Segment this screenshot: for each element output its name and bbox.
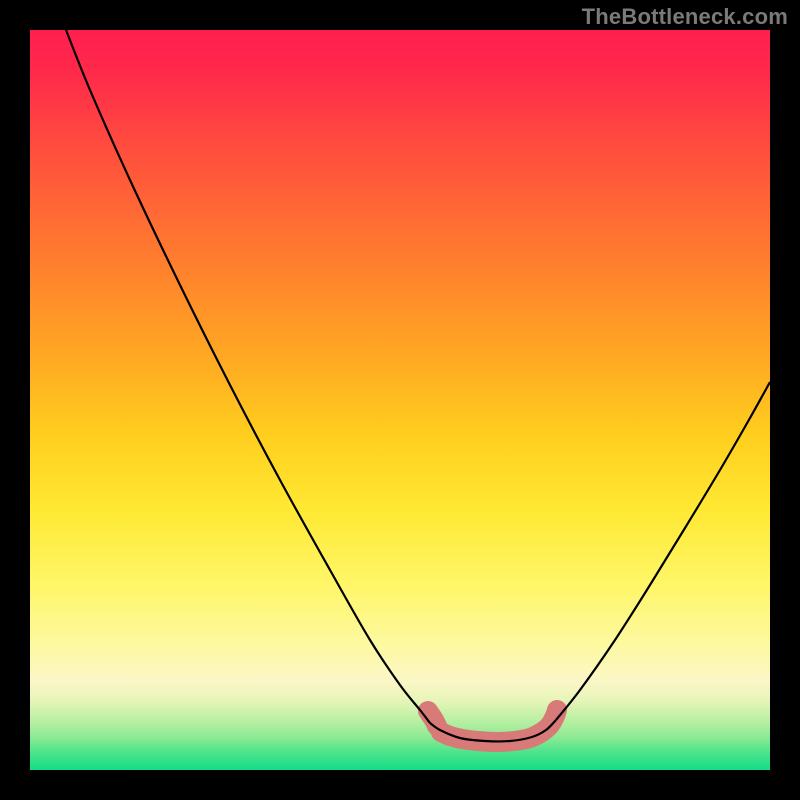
gradient-rect xyxy=(30,30,770,770)
chart-frame: TheBottleneck.com xyxy=(0,0,800,800)
chart-svg xyxy=(30,30,770,770)
watermark-text: TheBottleneck.com xyxy=(582,4,788,30)
plot-area xyxy=(30,30,770,770)
